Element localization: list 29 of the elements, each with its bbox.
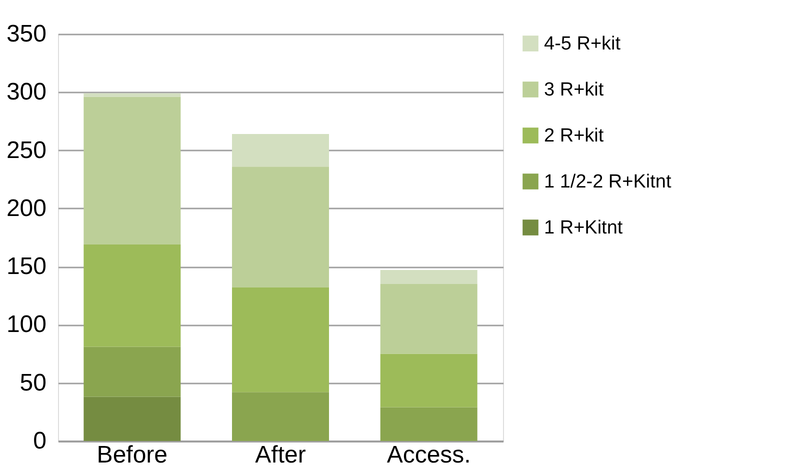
- bar: [380, 284, 478, 354]
- legend-label: 4-5 R+kit: [544, 34, 622, 54]
- bar: [84, 346, 181, 397]
- y-tick-label: 100: [6, 311, 46, 338]
- legend-label: 2 R+kit: [544, 126, 604, 146]
- bar: [380, 270, 478, 284]
- bar: [380, 407, 478, 441]
- bar: [84, 96, 181, 244]
- bar: [232, 166, 329, 288]
- y-tick-label: 350: [6, 20, 46, 48]
- legend-label: 3 R+kit: [544, 80, 604, 100]
- y-tick-label: 50: [20, 369, 46, 396]
- bar: [232, 392, 329, 441]
- x-tick-label: After: [255, 442, 306, 465]
- bar: [380, 354, 478, 408]
- x-tick-label: Before: [96, 442, 168, 465]
- bar: [84, 396, 181, 441]
- bar: [232, 134, 329, 167]
- bar: [84, 244, 181, 347]
- y-tick-label: 0: [33, 428, 46, 454]
- y-tick-label: 150: [6, 253, 46, 280]
- y-tick-label: 250: [6, 136, 46, 164]
- bar: [84, 93, 181, 97]
- y-tick-label: 200: [6, 194, 46, 222]
- y-tick-label: 300: [6, 78, 46, 106]
- legend-label: 1 1/2-2 R+Kitnt: [544, 172, 672, 192]
- legend-label: 1 R+Kitnt: [544, 218, 624, 238]
- bar: [232, 288, 329, 392]
- x-tick-label: Access.: [386, 442, 471, 465]
